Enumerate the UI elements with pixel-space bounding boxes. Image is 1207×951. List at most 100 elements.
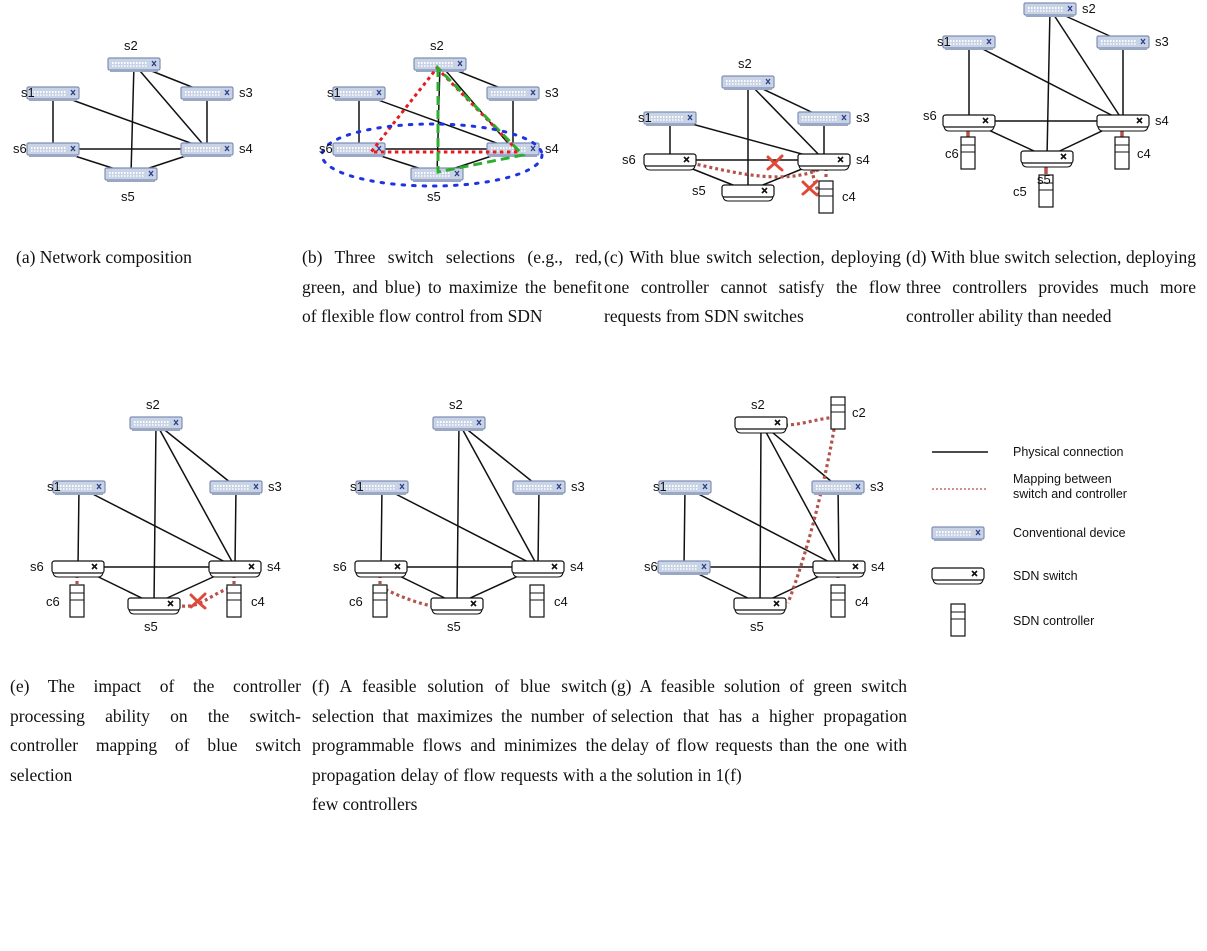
mapping-link (786, 416, 838, 604)
panel-b (320, 57, 544, 188)
sdn-switch-icon (51, 560, 105, 578)
sdn-switch-icon (812, 560, 866, 578)
label-s2: s2 (751, 397, 765, 412)
panel-c (643, 75, 851, 214)
red-selection-outline (367, 65, 523, 154)
failed-mapping-icon (801, 179, 819, 197)
sdn-controller-icon (818, 180, 834, 214)
sdn-switch-icon (797, 153, 851, 171)
physical-link (458, 422, 540, 488)
sdn-switch-icon (430, 597, 484, 615)
label-s5: s5 (447, 619, 461, 634)
legend: Physical connection Mapping between switch… (931, 445, 1127, 637)
sdn-switch-icon (734, 416, 788, 434)
panel-f (354, 416, 566, 618)
physical-link (77, 486, 80, 568)
physical-link (684, 486, 840, 568)
label-s2: s2 (430, 38, 444, 53)
panel-e (51, 416, 263, 618)
label-s2: s2 (146, 397, 160, 412)
physical-link (537, 486, 540, 568)
label-c2: c2 (852, 405, 866, 420)
label-c4: c4 (1137, 146, 1151, 161)
label-s2: s2 (124, 38, 138, 53)
label-s4: s4 (545, 141, 559, 156)
conventional-device-icon (432, 416, 486, 431)
green-selection-outline (436, 64, 527, 174)
label-s1: s1 (21, 85, 35, 100)
sdn-switch-icon (942, 114, 996, 132)
conventional-device-icon (129, 416, 183, 431)
sdn-controller-icon (960, 136, 976, 170)
label-s6: s6 (333, 559, 347, 574)
label-s1: s1 (327, 85, 341, 100)
physical-link (381, 486, 539, 568)
conventional-device-icon (332, 86, 386, 101)
label-s3: s3 (870, 479, 884, 494)
caption-g: (g) A feasible solution of green switch … (611, 676, 907, 785)
label-s1: s1 (350, 479, 364, 494)
conventional-device-icon (486, 86, 540, 101)
caption-c: (c) With blue switch selection, deployin… (604, 247, 901, 326)
legend-sdn-switch-label: SDN switch (1013, 569, 1078, 583)
conventional-device-icon (52, 480, 106, 495)
sdn-controller-icon (830, 396, 846, 430)
sdn-switch-icon (1020, 150, 1074, 168)
label-c6: c6 (349, 594, 363, 609)
label-c4: c4 (251, 594, 265, 609)
label-s1: s1 (653, 479, 667, 494)
conventional-device-icon (209, 480, 263, 495)
label-s6: s6 (30, 559, 44, 574)
label-s4: s4 (856, 152, 870, 167)
label-c6: c6 (46, 594, 60, 609)
conventional-device-icon (512, 480, 566, 495)
label-s6: s6 (622, 152, 636, 167)
sdn-switch-icon (931, 567, 985, 585)
label-s3: s3 (571, 479, 585, 494)
physical-link (155, 422, 237, 488)
label-s3: s3 (268, 479, 282, 494)
sdn-switch-icon (354, 560, 408, 578)
label-s5: s5 (692, 183, 706, 198)
physical-link (133, 63, 208, 150)
label-s5: s5 (144, 619, 158, 634)
sdn-controller-icon (950, 603, 966, 637)
conventional-device-icon (104, 167, 158, 182)
conventional-device-icon (811, 480, 865, 495)
failed-mapping-icon (189, 592, 207, 610)
failed-mapping-icon (766, 154, 784, 172)
physical-link (837, 486, 840, 568)
label-c6: c6 (945, 146, 959, 161)
physical-link (155, 422, 236, 568)
physical-link (759, 422, 762, 605)
label-s4: s4 (267, 559, 281, 574)
label-c4: c4 (855, 594, 869, 609)
panel-g (657, 396, 866, 618)
physical-link (760, 422, 840, 568)
label-s1: s1 (638, 110, 652, 125)
conventional-device-icon (931, 526, 985, 541)
caption-e: (e) The impact of the controller process… (10, 676, 301, 785)
sdn-controller-icon (1114, 136, 1130, 170)
label-s5: s5 (1037, 172, 1051, 187)
mapping-link (181, 587, 228, 608)
label-s6: s6 (644, 559, 658, 574)
label-c4: c4 (554, 594, 568, 609)
sdn-controller-icon (1038, 174, 1054, 208)
label-s4: s4 (570, 559, 584, 574)
physical-link (78, 486, 236, 568)
conventional-device-icon (1023, 2, 1077, 17)
label-s3: s3 (545, 85, 559, 100)
physical-link (234, 486, 237, 568)
sdn-switch-icon (511, 560, 565, 578)
sdn-controller-icon (69, 584, 85, 618)
sdn-switch-icon (721, 184, 775, 202)
label-s6: s6 (923, 108, 937, 123)
physical-link (380, 486, 383, 568)
sdn-switch-icon (127, 597, 181, 615)
conventional-device-icon (657, 560, 711, 575)
physical-link (52, 92, 208, 150)
label-s6: s6 (319, 141, 333, 156)
panel-d (942, 2, 1150, 208)
